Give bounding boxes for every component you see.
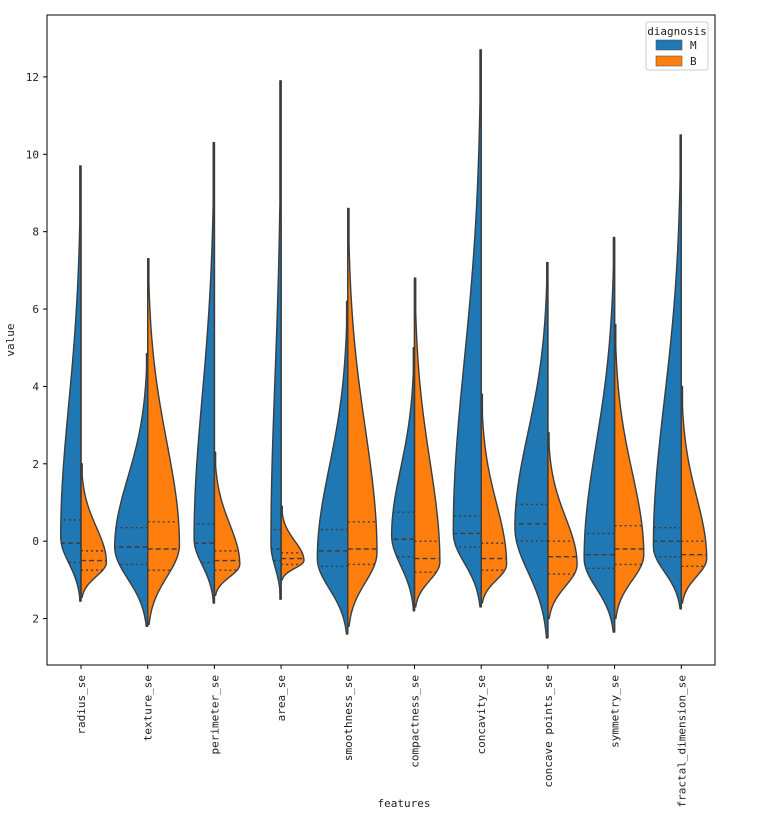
violin-pair-fractal_dimension_se <box>652 134 708 610</box>
violin-pair-concavity_se <box>452 49 508 608</box>
x-tick-label-fractal_dimension_se: fractal_dimension_se <box>675 675 688 807</box>
x-tick-label-perimeter_se: perimeter_se <box>208 675 221 754</box>
legend-swatch-b <box>655 55 683 67</box>
legend-label-m: M <box>690 39 697 52</box>
y-tick-label: 2 <box>32 458 39 471</box>
legend-swatch-m <box>655 39 683 51</box>
violin-m-concavity_se <box>452 49 482 608</box>
x-tick-label-compactness_se: compactness_se <box>409 675 422 768</box>
violin-m-smoothness_se <box>316 300 349 635</box>
x-tick-label-area_se: area_se <box>275 675 288 721</box>
violin-b-texture_se <box>147 258 181 626</box>
legend: diagnosis M B <box>645 21 709 71</box>
violin-b-area_se <box>280 505 305 581</box>
y-tick-label: 2 <box>32 613 39 626</box>
violin-m-perimeter_se <box>193 141 216 604</box>
violin-b-concave-points_se <box>547 432 578 620</box>
violin-b-symmetry_se <box>613 323 645 620</box>
x-tick-label-symmetry_se: symmetry_se <box>609 675 622 748</box>
violin-b-perimeter_se <box>213 451 241 597</box>
violin-pair-texture_se <box>114 258 181 628</box>
x-tick-label-texture_se: texture_se <box>142 675 155 741</box>
violin-b-concavity_se <box>480 393 508 604</box>
violin-m-texture_se <box>114 352 149 628</box>
violin-layer <box>60 49 708 639</box>
violin-m-area_se <box>270 80 282 600</box>
violin-b-compactness_se <box>413 277 441 608</box>
violin-pair-area_se <box>270 80 305 600</box>
y-tick-label: 8 <box>32 226 39 239</box>
violin-pair-perimeter_se <box>193 141 241 604</box>
y-tick-label: 4 <box>32 380 39 393</box>
legend-label-b: B <box>690 55 697 68</box>
violin-b-radius_se <box>80 463 108 598</box>
x-tick-label-radius_se: radius_se <box>75 675 88 735</box>
violin-pair-radius_se <box>60 165 108 602</box>
x-tick-label-concavity_se: concavity_se <box>475 675 488 754</box>
violin-pair-concave-points_se <box>514 261 578 639</box>
violin-pair-symmetry_se <box>583 236 645 633</box>
violin-pair-compactness_se <box>390 277 441 612</box>
violin-b-fractal_dimension_se <box>680 385 708 604</box>
y-axis-title: value <box>4 323 17 356</box>
plot-area-frame <box>46 14 716 666</box>
y-tick-label: 0 <box>32 535 39 548</box>
violin-m-symmetry_se <box>583 236 616 633</box>
violin-pair-smoothness_se <box>316 207 378 635</box>
x-axis: radius_se texture_se perimeter_se area_se sm… <box>75 665 688 807</box>
y-tick-label: 10 <box>26 148 39 161</box>
violin-m-concave-points_se <box>514 261 549 639</box>
x-axis-title: features <box>378 797 431 810</box>
legend-title: diagnosis <box>647 25 707 38</box>
x-tick-label-smoothness_se: smoothness_se <box>342 675 355 761</box>
y-tick-label: 6 <box>32 303 39 316</box>
violin-m-radius_se <box>60 165 82 602</box>
violin-m-compactness_se <box>390 347 416 612</box>
violin-m-fractal_dimension_se <box>652 134 682 610</box>
y-tick-label: 12 <box>26 71 39 84</box>
y-axis: 2 0 2 4 6 8 10 12 <box>26 71 47 626</box>
x-tick-label-concave-points_se: concave points_se <box>542 675 555 788</box>
